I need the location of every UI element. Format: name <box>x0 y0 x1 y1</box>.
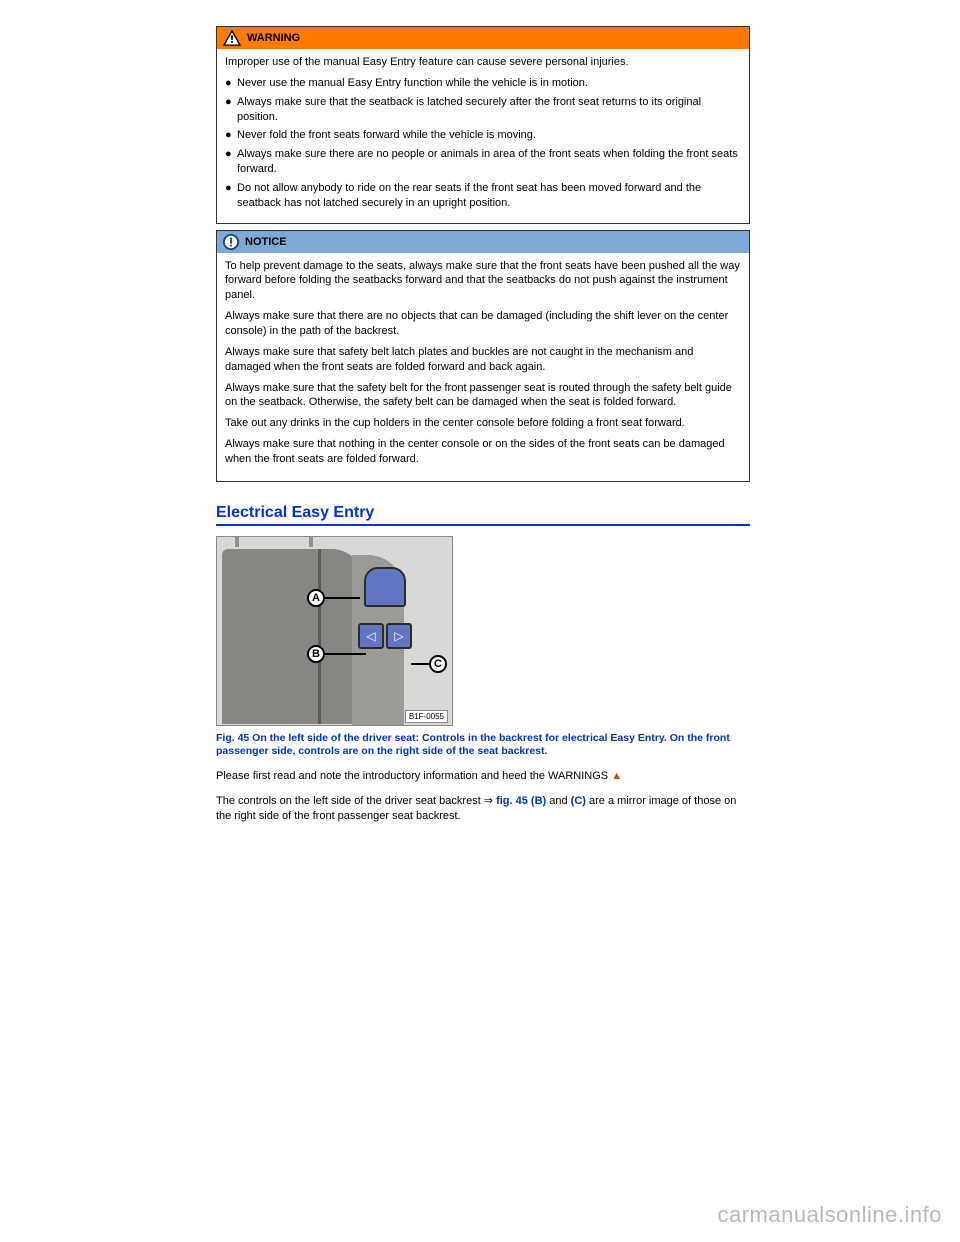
label-leader <box>324 653 366 655</box>
intro-line: Please first read and note the introduct… <box>216 769 750 784</box>
notice-header: NOTICE <box>217 231 749 253</box>
notice-para: Always make sure that there are no objec… <box>225 309 741 339</box>
notice-para: Take out any drinks in the cup holders i… <box>225 416 741 431</box>
label-leader <box>411 663 431 665</box>
warning-callout: WARNING Improper use of the manual Easy … <box>216 26 750 224</box>
arrow-left-icon: ◁ <box>366 629 375 643</box>
notice-para: To help prevent damage to the seats, alw… <box>225 259 741 304</box>
headrest-post <box>235 536 239 547</box>
control-a-lever <box>364 567 406 607</box>
notice-callout: NOTICE To help prevent damage to the sea… <box>216 230 750 482</box>
notice-circle-icon <box>223 234 239 250</box>
label-c: C <box>429 655 447 673</box>
arrow-right-icon: ▷ <box>394 629 403 643</box>
figure-45: ◁ ▷ A B C B1F-0055 <box>216 536 453 726</box>
label-a: A <box>307 589 325 607</box>
notice-para: Always make sure that nothing in the cen… <box>225 437 741 467</box>
warning-bullet: ●Do not allow anybody to ride on the rea… <box>225 181 741 211</box>
notice-para: Always make sure that safety belt latch … <box>225 345 741 375</box>
warning-label: WARNING <box>247 32 300 44</box>
notice-para: Always make sure that the safety belt fo… <box>225 381 741 411</box>
control-b-button: ◁ <box>358 623 384 649</box>
warning-bullet: ●Always make sure that the seatback is l… <box>225 95 741 125</box>
para-controls-mirror: The controls on the left side of the dri… <box>216 794 750 824</box>
warning-triangle-icon <box>223 30 241 46</box>
figure-image: ◁ ▷ A B C B1F-0055 <box>216 536 453 726</box>
notice-label: NOTICE <box>245 236 287 248</box>
section-heading: Electrical Easy Entry <box>216 504 750 526</box>
seat-illustration <box>222 549 447 724</box>
warning-bullet: ●Always make sure there are no people or… <box>225 147 741 177</box>
label-b: B <box>307 645 325 663</box>
headrest-post <box>309 536 313 547</box>
figure-ref-number: B1F-0055 <box>405 710 448 723</box>
easy-entry-controls: ◁ ▷ <box>350 567 412 649</box>
warning-body: Improper use of the manual Easy Entry fe… <box>217 49 749 223</box>
warning-bullet: ●Never fold the front seats forward whil… <box>225 128 741 143</box>
warning-inline-icon: ▲ <box>611 770 622 782</box>
warning-header: WARNING <box>217 27 749 49</box>
warning-bullet: ●Never use the manual Easy Entry functio… <box>225 76 741 91</box>
warning-intro: Improper use of the manual Easy Entry fe… <box>225 55 741 70</box>
label-leader <box>324 597 360 599</box>
figure-caption: Fig. 45 On the left side of the driver s… <box>216 732 750 759</box>
watermark: carmanualsonline.info <box>717 1202 942 1228</box>
seat-seam <box>318 549 321 724</box>
seat-back <box>222 549 362 724</box>
control-c-button: ▷ <box>386 623 412 649</box>
fig-ref-link[interactable]: (C) <box>571 795 586 807</box>
notice-body: To help prevent damage to the seats, alw… <box>217 253 749 481</box>
fig-ref-link[interactable]: fig. 45 (B) <box>496 795 546 807</box>
section-body: Please first read and note the introduct… <box>216 769 750 824</box>
